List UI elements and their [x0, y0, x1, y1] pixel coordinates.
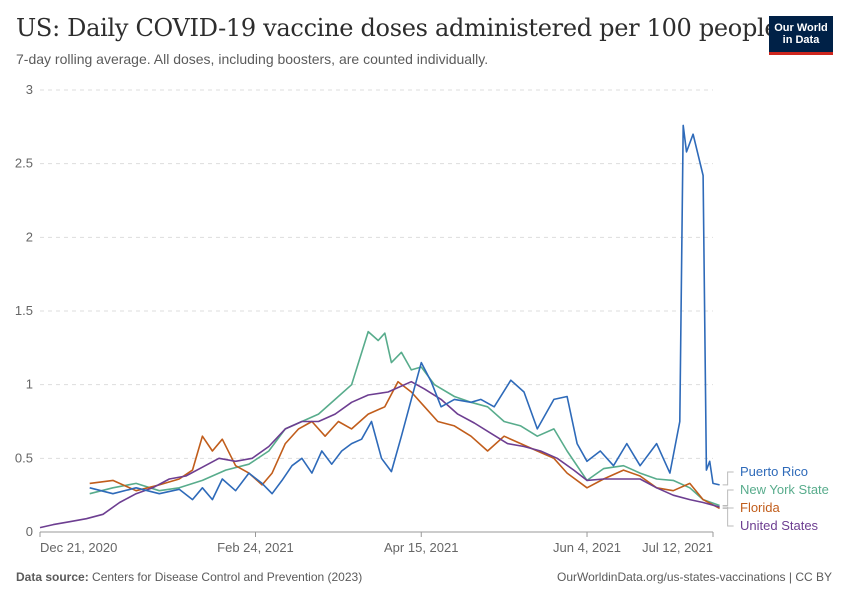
x-tick-label: Apr 15, 2021 — [384, 540, 458, 555]
x-axis: Dec 21, 2020 Feb 24, 2021 Apr 15, 2021 Jun … — [39, 531, 714, 555]
source-text: Centers for Disease Control and Preventi… — [92, 570, 363, 584]
footer-link[interactable]: OurWorldinData.org/us-states-vaccination… — [557, 570, 832, 584]
y-axis-ticks: 0 0.5 1 1.5 2 2.5 3 — [15, 82, 33, 539]
legend-connector — [722, 489, 734, 506]
legend-connector — [722, 471, 734, 486]
y-tick-label: 0 — [26, 524, 33, 539]
legend-label: New York State — [740, 482, 829, 497]
series-line-new-york-state — [89, 330, 720, 507]
x-tick-label: Feb 24, 2021 — [217, 540, 294, 555]
source-label: Data source: — [16, 570, 89, 584]
x-tick-label: Jun 4, 2021 — [553, 540, 621, 555]
y-tick-label: 2.5 — [15, 156, 33, 171]
series-line-puerto-rico — [89, 124, 720, 501]
owid-logo[interactable]: Our World in Data — [769, 16, 833, 55]
series-line-florida — [89, 380, 720, 510]
legend-label: Puerto Rico — [740, 464, 808, 479]
gridlines — [40, 89, 713, 459]
logo-line-1: Our World — [774, 22, 828, 34]
legend-label: United States — [740, 518, 819, 533]
legend-connector — [722, 506, 734, 527]
logo-line-2: in Data — [782, 34, 820, 46]
y-tick-label: 3 — [26, 82, 33, 97]
y-tick-label: 1.5 — [15, 303, 33, 318]
chart-title: US: Daily COVID-19 vaccine doses adminis… — [16, 14, 779, 42]
x-tick-label: Jul 12, 2021 — [642, 540, 713, 555]
footer-source: Data source: Centers for Disease Control… — [16, 570, 362, 584]
legend-label: Florida — [740, 500, 781, 515]
series-line-united-states — [39, 380, 720, 529]
x-tick-label: Dec 21, 2020 — [40, 540, 117, 555]
series-lines — [39, 124, 720, 529]
y-tick-label: 0.5 — [15, 450, 33, 465]
legend: Puerto Rico New York State Florida United S… — [722, 464, 829, 533]
y-tick-label: 2 — [26, 229, 33, 244]
chart-subtitle: 7-day rolling average. All doses, includ… — [16, 51, 489, 67]
y-tick-label: 1 — [26, 377, 33, 392]
